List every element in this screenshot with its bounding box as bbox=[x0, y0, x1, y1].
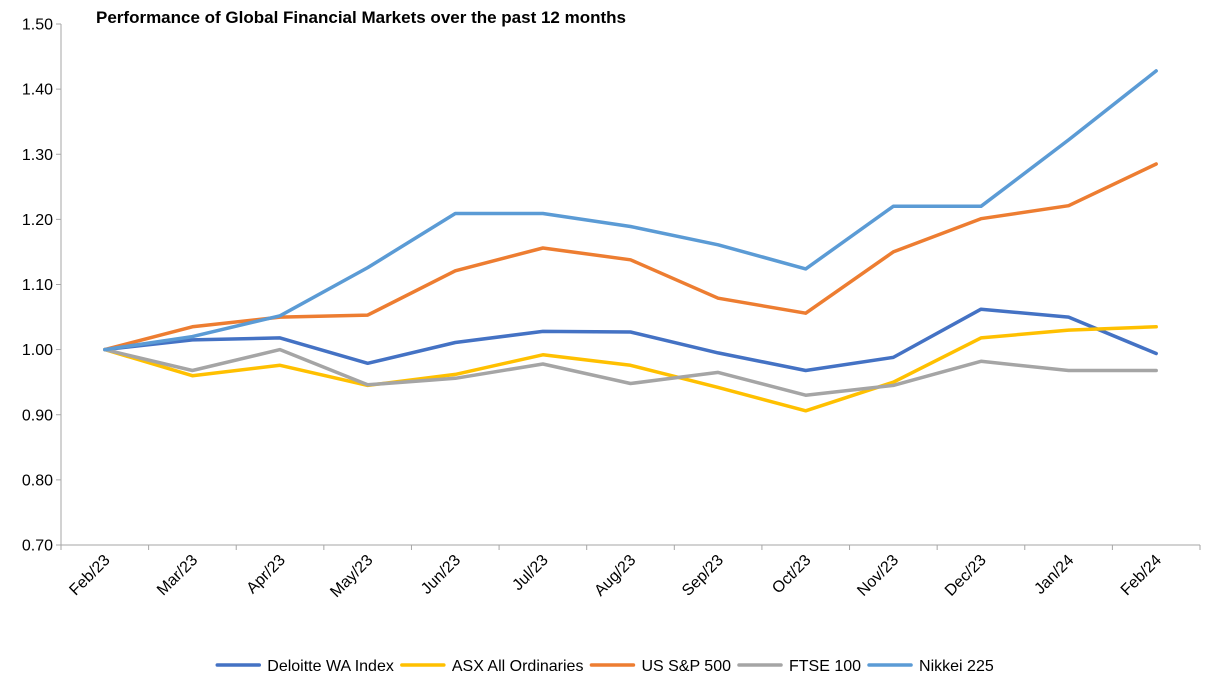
y-tick-label: 1.30 bbox=[22, 147, 53, 164]
x-tick-label: Jan/24 bbox=[1031, 552, 1077, 598]
y-tick-label: 0.80 bbox=[22, 472, 53, 489]
y-tick-label: 1.20 bbox=[22, 212, 53, 229]
y-tick-label: 1.40 bbox=[22, 82, 53, 99]
x-tick-label: Feb/23 bbox=[66, 552, 113, 599]
x-tick-label: Sep/23 bbox=[679, 552, 727, 600]
series-line-ftse-100 bbox=[105, 350, 1156, 396]
x-tick-label: Mar/23 bbox=[154, 552, 201, 599]
y-tick-label: 0.90 bbox=[22, 407, 53, 424]
performance-line-chart: Performance of Global Financial Markets … bbox=[0, 0, 1211, 683]
legend-label: FTSE 100 bbox=[789, 658, 861, 675]
y-axis: 0.70 0.80 0.90 1.00 1.10 1.20 1.30 1.40 1.50 bbox=[22, 17, 61, 555]
series-line-nikkei-225 bbox=[105, 71, 1156, 350]
x-tick-label: Feb/24 bbox=[1118, 552, 1165, 599]
y-tick-label: 0.70 bbox=[22, 538, 53, 555]
series-layer bbox=[105, 71, 1156, 411]
y-tick-label: 1.50 bbox=[22, 17, 53, 34]
legend-item-asx-all-ordinaries: ASX All Ordinaries bbox=[402, 658, 584, 675]
y-tick-label: 1.10 bbox=[22, 277, 53, 294]
legend-label: Deloitte WA Index bbox=[267, 658, 394, 675]
x-tick-label: Jul/23 bbox=[509, 552, 551, 594]
legend-label: Nikkei 225 bbox=[919, 658, 994, 675]
legend-item-deloitte-wa-index: Deloitte WA Index bbox=[217, 658, 394, 675]
legend-item-ftse-100: FTSE 100 bbox=[739, 658, 861, 675]
x-tick-label: Aug/23 bbox=[591, 552, 639, 600]
legend-item-nikkei-225: Nikkei 225 bbox=[869, 658, 994, 675]
legend-label: ASX All Ordinaries bbox=[452, 658, 584, 675]
x-tick-label: May/23 bbox=[327, 552, 376, 601]
x-tick-label: Apr/23 bbox=[244, 552, 289, 597]
x-tick-label: Jun/23 bbox=[418, 552, 464, 598]
x-tick-label: Dec/23 bbox=[942, 552, 990, 600]
y-tick-label: 1.00 bbox=[22, 342, 53, 359]
x-axis: Feb/23 Mar/23 Apr/23 May/23 Jun/23 Jul/23 Aug/… bbox=[61, 545, 1200, 601]
legend-item-us-s-p-500: US S&P 500 bbox=[591, 658, 731, 675]
chart-title: Performance of Global Financial Markets … bbox=[96, 8, 626, 27]
x-tick-label: Nov/23 bbox=[854, 552, 902, 600]
legend: Deloitte WA Index ASX All Ordinaries US S&… bbox=[217, 658, 994, 675]
x-tick-label: Oct/23 bbox=[769, 552, 814, 597]
legend-label: US S&P 500 bbox=[641, 658, 731, 675]
